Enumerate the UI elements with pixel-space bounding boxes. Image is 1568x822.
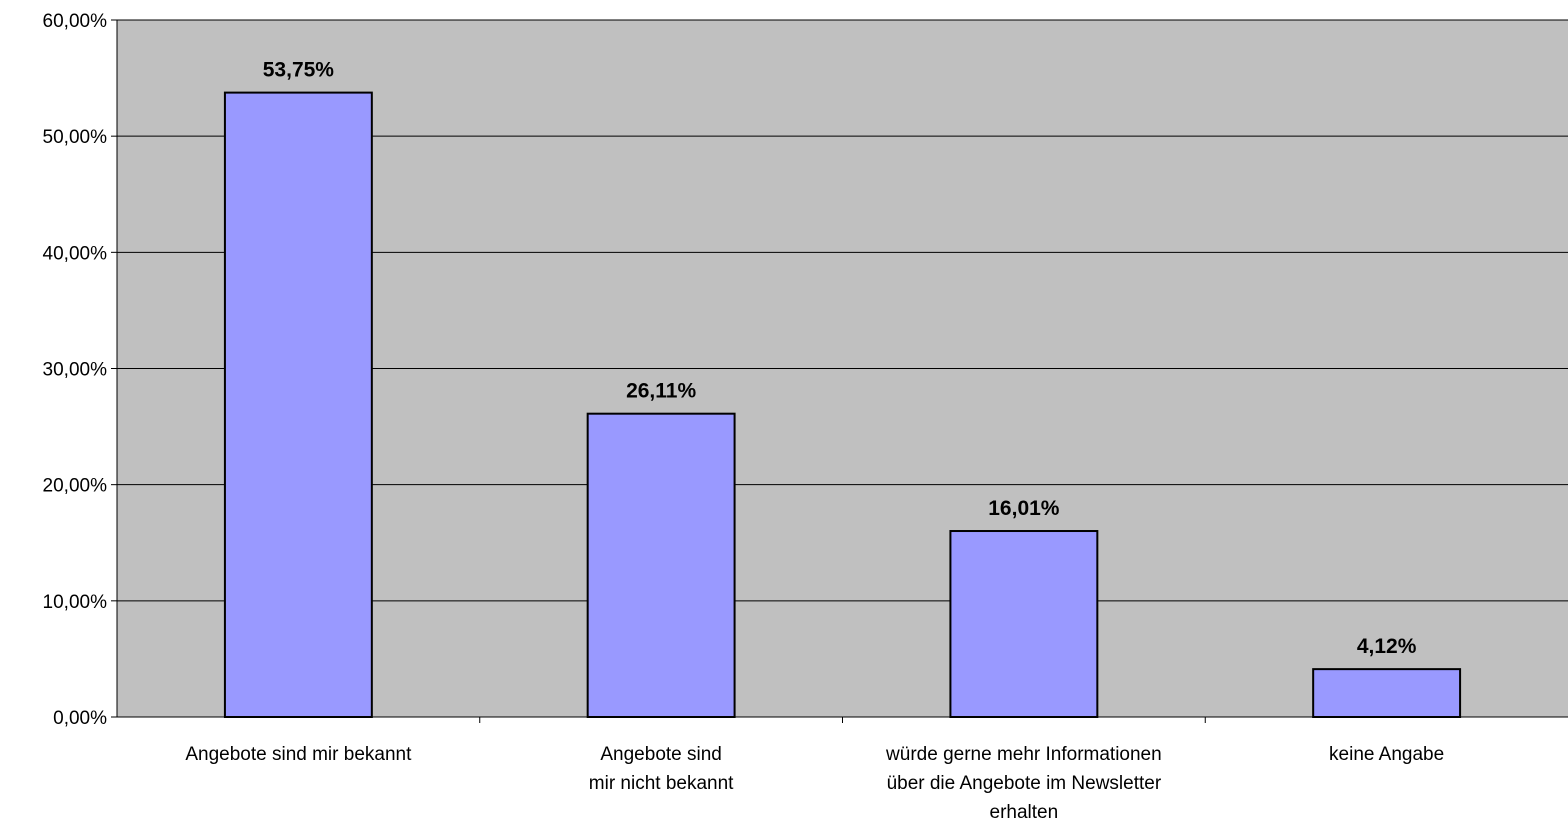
bar (586, 412, 736, 718)
y-tick-label: 20,00% (43, 476, 108, 497)
category-label: mir nicht bekannt (589, 773, 734, 794)
bar (1312, 668, 1462, 719)
y-tick-label: 0,00% (53, 708, 107, 729)
y-axis-ticks: 0,00% 10,00% 20,00% 30,00% 40,00% 50,00% 60,00… (43, 11, 117, 729)
bar (949, 530, 1099, 718)
data-label: 4,12% (1357, 635, 1417, 658)
y-tick-label: 10,00% (43, 592, 108, 613)
category-label: keine Angabe (1329, 744, 1444, 765)
data-label: 16,01% (988, 497, 1060, 520)
y-tick-label: 60,00% (43, 11, 108, 32)
bars (223, 91, 1462, 719)
y-tick-label: 50,00% (43, 127, 108, 148)
data-label: 53,75% (263, 59, 335, 82)
x-axis-categories: Angebote sind mir bekannt Angebote sind mi… (185, 717, 1444, 822)
category-label: Angebote sind mir bekannt (185, 744, 412, 765)
category-label: Angebote sind (600, 744, 722, 765)
category-label: würde gerne mehr Informationen (885, 744, 1162, 765)
y-tick-label: 40,00% (43, 243, 108, 264)
data-labels: 53,75% 26,11% 16,01% 4,12% (263, 59, 1417, 659)
data-label: 26,11% (626, 380, 696, 403)
bar (223, 91, 373, 718)
category-label: erhalten (990, 802, 1059, 822)
y-tick-label: 30,00% (43, 360, 108, 381)
category-label: über die Angebote im Newsletter (887, 773, 1162, 794)
